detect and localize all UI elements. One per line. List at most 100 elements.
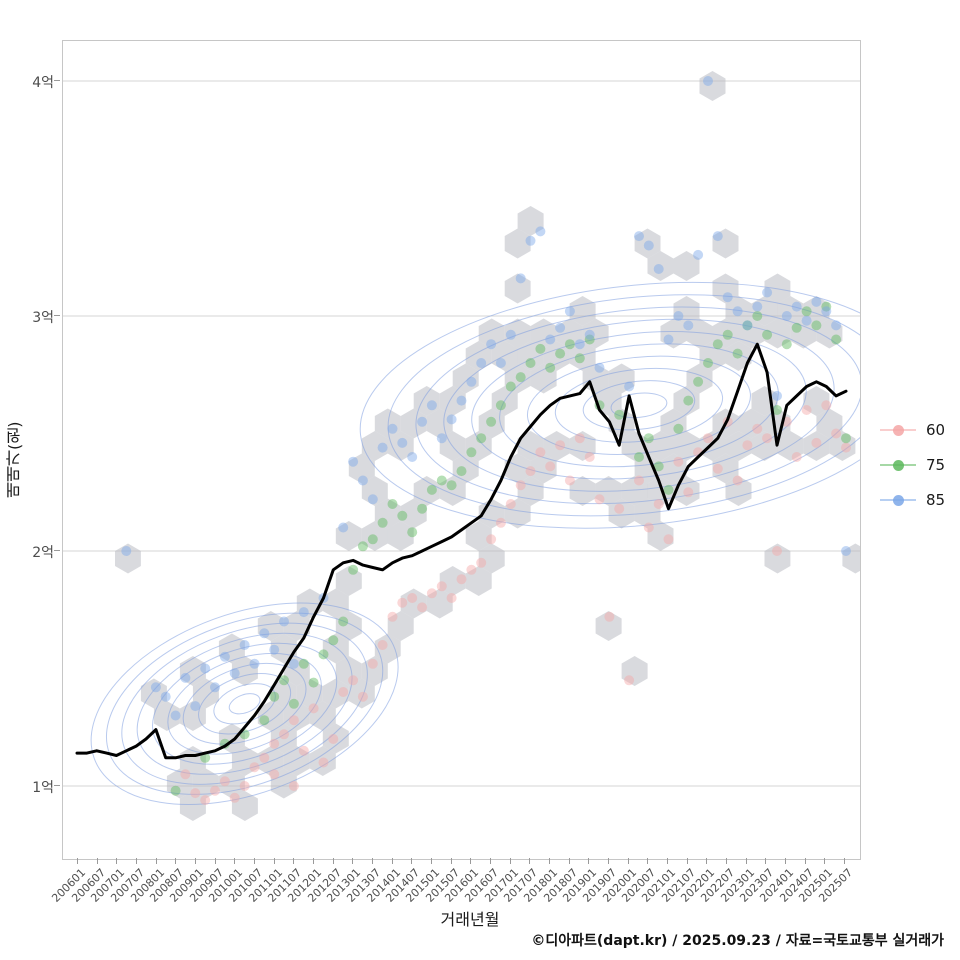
median-trend-line	[75, 342, 848, 760]
hexbin-cell	[231, 656, 258, 686]
hexbin-cell	[816, 408, 843, 439]
scatter-point	[348, 675, 359, 686]
x-axis-tick-group	[62, 858, 859, 866]
scatter-point	[821, 301, 832, 312]
hexbin-cell	[725, 296, 752, 326]
x-axis-tick-mark	[549, 858, 550, 864]
hexbin-cell	[335, 656, 362, 686]
scatter-point	[486, 534, 497, 545]
hexbin-cell	[712, 453, 739, 484]
scatter-point	[367, 534, 378, 545]
scatter-point	[357, 691, 368, 702]
scatter-point	[219, 776, 230, 787]
scatter-point	[377, 640, 388, 650]
scatter-point	[495, 358, 506, 368]
scatter-point	[732, 306, 743, 317]
scatter-point	[841, 433, 851, 444]
scatter-point	[476, 557, 487, 568]
legend-marker-icon	[880, 456, 916, 474]
legend-item[interactable]: 60	[880, 412, 960, 447]
scatter-point	[456, 395, 467, 406]
hexbin-cell	[283, 746, 310, 776]
scatter-point	[367, 658, 378, 669]
scatter-point	[653, 264, 664, 274]
scatter-point	[269, 691, 280, 702]
kde-contour	[167, 652, 322, 755]
scatter-point	[673, 423, 684, 434]
legend-item[interactable]: 75	[880, 447, 960, 482]
hexbin-cell	[257, 701, 284, 731]
scatter-point	[426, 484, 437, 495]
scatter-point	[643, 240, 654, 251]
scatter-point	[663, 484, 674, 495]
hexbin-cell	[738, 408, 765, 439]
x-axis-tick-mark	[686, 858, 688, 864]
scatter-point	[584, 452, 595, 462]
scatter-point	[594, 494, 605, 505]
scatter-point	[486, 339, 497, 350]
hexbin-cell	[335, 521, 362, 551]
hexbin-cell	[634, 498, 661, 529]
x-axis-tick-mark	[214, 858, 216, 864]
scatter-point	[486, 416, 497, 427]
scatter-point	[249, 658, 260, 669]
kde-contour	[499, 343, 779, 468]
scatter-point	[121, 546, 132, 556]
legend-label: 60	[926, 420, 946, 439]
y-axis-tick-mark	[54, 315, 60, 316]
scatter-point	[831, 320, 842, 331]
scatter-point	[269, 738, 280, 749]
hexbin-cell	[387, 611, 414, 641]
scatter-point	[791, 301, 802, 312]
kde-contour	[610, 392, 668, 419]
hexbin-cell	[452, 363, 479, 394]
kde-contour	[121, 622, 368, 785]
hexbin-cell	[647, 251, 674, 281]
scatter-point	[732, 475, 743, 486]
scatter-point	[239, 640, 250, 650]
scatter-point	[545, 362, 556, 373]
scatter-point	[446, 414, 457, 425]
scatter-point	[574, 433, 585, 444]
hexbin-cell	[595, 611, 622, 641]
legend-item[interactable]: 85	[880, 482, 960, 517]
scatter-point	[466, 447, 477, 458]
hexbin-cell	[712, 318, 739, 349]
scatter-point	[495, 517, 506, 528]
scatter-point	[722, 292, 733, 303]
scatter-point	[279, 675, 289, 686]
x-axis-tick-mark	[313, 858, 314, 864]
scatter-point	[190, 701, 201, 712]
hexbin-cell	[673, 386, 700, 416]
scatter-point	[722, 329, 733, 340]
hexbin-cell	[673, 431, 700, 461]
hexbin-cell	[569, 341, 596, 371]
hexbin-cell	[738, 318, 765, 349]
y-axis-tick-label: 1억	[32, 780, 54, 796]
hexbin-cell	[322, 633, 349, 664]
x-axis-tick-mark	[804, 858, 806, 864]
scatter-point	[505, 381, 516, 392]
hexbin-cell	[179, 656, 206, 686]
kde-contour	[415, 306, 860, 505]
scatter-point	[781, 311, 792, 321]
scatter-point	[811, 296, 822, 307]
x-axis-tick-mark	[372, 858, 373, 864]
scatter-point	[555, 440, 566, 451]
scatter-point	[555, 322, 566, 333]
kde-contour	[387, 294, 860, 517]
hexbin-cell	[504, 453, 531, 484]
hexbin-cell	[192, 768, 219, 799]
scatter-point	[515, 480, 526, 491]
hexbin-cell	[361, 656, 388, 686]
scatter-point	[288, 698, 299, 709]
scatter-point	[417, 503, 428, 514]
x-axis-tick-mark	[155, 858, 157, 864]
scatter-point	[535, 343, 546, 354]
scatter-point	[288, 658, 299, 669]
scatter-point	[564, 339, 575, 350]
hexbin-cell	[543, 341, 570, 371]
scatter-point	[752, 301, 763, 312]
hexbin-cell	[387, 521, 414, 551]
